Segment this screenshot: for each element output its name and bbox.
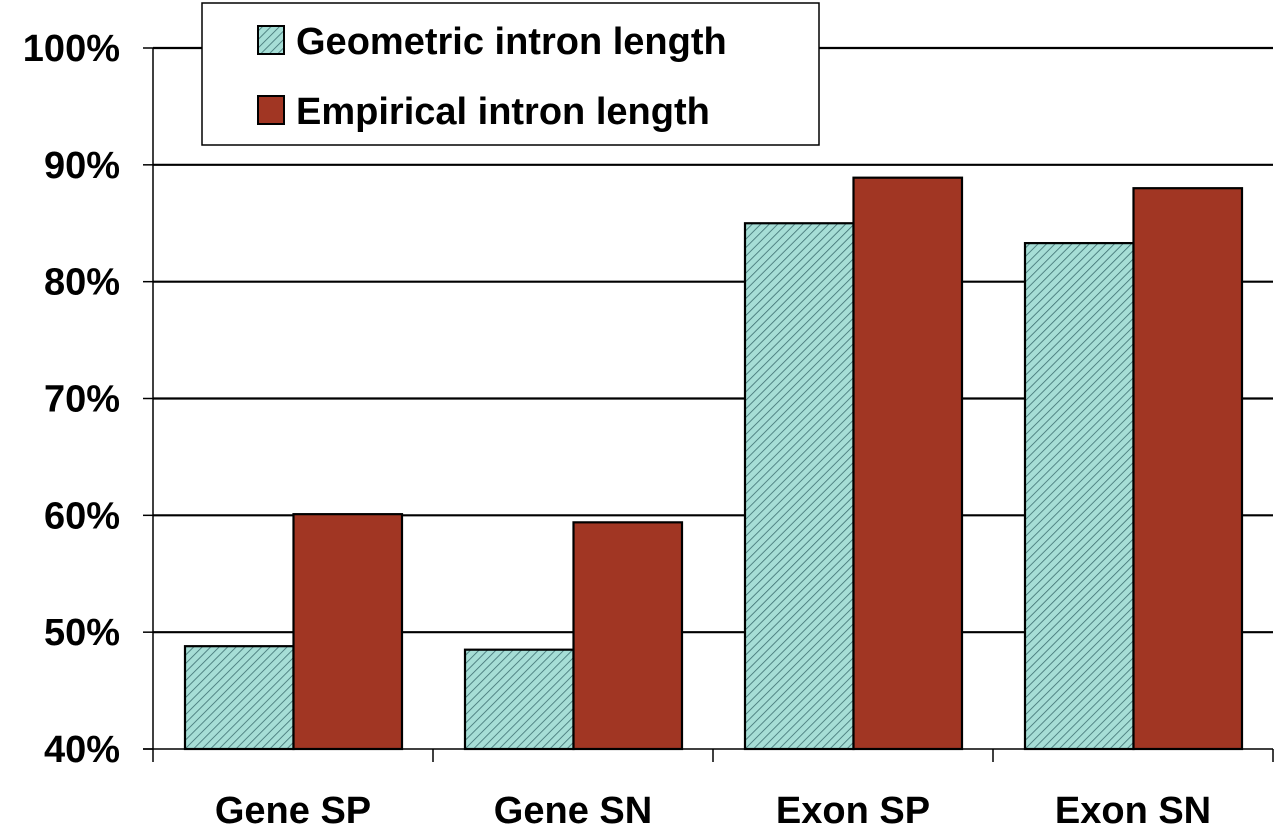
x-axis-ticks xyxy=(152,749,1274,762)
bar-geometric-exon-sp xyxy=(743,222,855,751)
y-tick-label: 70% xyxy=(44,379,120,421)
x-tick-label: Gene SN xyxy=(494,790,652,831)
legend-label-geometric: Geometric intron length xyxy=(296,21,727,63)
axes xyxy=(143,48,1273,750)
legend-swatch-empirical xyxy=(257,95,285,125)
bar-empirical-gene-sp xyxy=(292,513,404,751)
bar-geometric-gene-sn xyxy=(463,648,575,751)
y-tick-label: 60% xyxy=(44,495,120,537)
x-axis-category-labels: Gene SP Gene SN Exon SP Exon SN xyxy=(215,790,1211,831)
bar-empirical-gene-sn xyxy=(572,521,684,751)
y-axis-ticks: 40% 50% 60% 70% 80% 90% 100% xyxy=(23,28,153,771)
y-tick-label: 80% xyxy=(44,262,120,304)
bar-geometric-exon-sn xyxy=(1023,242,1135,751)
legend-swatch-geometric xyxy=(257,25,285,55)
legend-box xyxy=(201,2,820,146)
bar-geometric-gene-sp xyxy=(183,645,295,751)
x-tick-label: Exon SN xyxy=(1055,790,1211,831)
bar-empirical-exon-sn xyxy=(1132,187,1244,751)
x-tick-label: Gene SP xyxy=(215,790,371,831)
y-tick-label: 90% xyxy=(44,145,120,187)
legend-label-empirical: Empirical intron length xyxy=(296,91,710,133)
bar-empirical-exon-sp xyxy=(852,176,964,751)
y-tick-label: 50% xyxy=(44,612,120,654)
legend: Geometric intron length Empirical intron… xyxy=(201,2,820,146)
x-tick-label: Exon SP xyxy=(776,790,930,831)
bars xyxy=(183,176,1244,751)
y-tick-label: 40% xyxy=(44,729,120,771)
y-tick-label: 100% xyxy=(23,28,120,70)
